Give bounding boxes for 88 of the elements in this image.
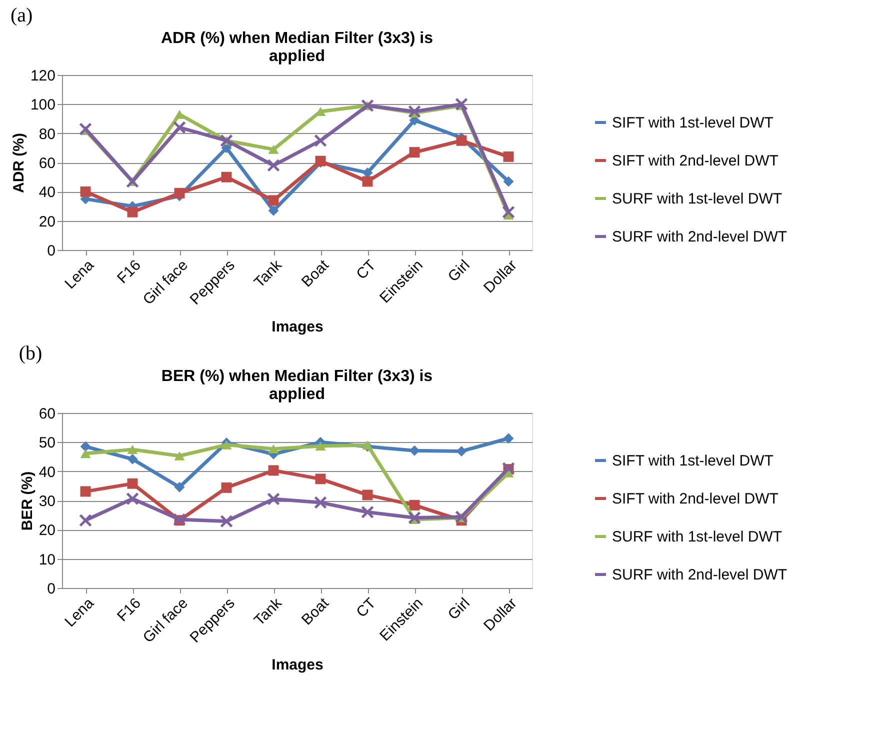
y-tick-label: 50	[38, 434, 56, 452]
point	[408, 511, 421, 524]
legend-label: SURF with 2nd-level DWT	[612, 228, 788, 246]
legend-label: SIFT with 2nd-level DWT	[612, 152, 778, 170]
point	[79, 122, 92, 136]
text: (b)	[18, 342, 42, 364]
point	[127, 478, 138, 489]
point	[79, 514, 92, 527]
point	[502, 206, 515, 219]
point	[221, 172, 232, 182]
point	[80, 441, 91, 452]
legend-label: SURF with 1st-level DWT	[612, 528, 782, 546]
y-tick-label: 60	[38, 406, 56, 422]
y-tick-label: 100	[30, 96, 56, 114]
x-tick-label: Tank	[250, 594, 286, 630]
point	[314, 134, 327, 148]
legend-label: SURF with 2nd-level DWT	[612, 566, 788, 584]
x-axis-title: Images	[272, 318, 324, 336]
point	[362, 167, 373, 178]
point	[80, 186, 91, 197]
point	[220, 514, 233, 528]
y-tick-label: 20	[38, 213, 56, 230]
x-tick-label: CT	[353, 594, 380, 621]
point	[315, 474, 326, 484]
point	[456, 446, 467, 456]
point	[268, 205, 279, 216]
x-axis-title: Images	[272, 656, 324, 674]
x-tick-label: F16	[114, 594, 144, 626]
point	[314, 496, 327, 510]
point	[173, 121, 186, 134]
point	[315, 441, 326, 450]
y-tick-label: 60	[38, 155, 56, 172]
legend-label: SIFT with 1st-level DWT	[612, 452, 774, 470]
point	[174, 110, 185, 119]
point	[173, 512, 186, 526]
point	[267, 158, 280, 172]
point	[502, 462, 515, 475]
chart-title: ADR (%) when Median Filter (3x3) is applied	[160, 30, 434, 65]
point	[503, 151, 514, 162]
point	[409, 147, 420, 158]
legend-label: SIFT with 2nd-level DWT	[612, 490, 778, 508]
y-axis-title: ADR (%)	[10, 133, 28, 193]
point	[409, 500, 420, 510]
point	[268, 444, 279, 454]
point	[174, 482, 185, 492]
text: (a)	[10, 4, 33, 26]
point	[126, 492, 139, 506]
y-tick-label: 120	[30, 68, 56, 84]
point	[362, 490, 373, 500]
x-tick-label: Girl	[444, 256, 474, 286]
point	[80, 486, 91, 497]
point	[456, 135, 467, 146]
y-tick-label: 40	[38, 464, 56, 481]
x-tick-label: F16	[114, 256, 144, 288]
legend-label: SURF with 1st-level DWT	[612, 190, 782, 208]
point	[268, 465, 279, 476]
y-tick-label: 30	[38, 493, 56, 510]
point	[455, 510, 468, 524]
point	[80, 449, 91, 458]
y-tick-label: 0	[47, 242, 56, 260]
point	[127, 444, 138, 454]
point	[221, 440, 232, 450]
point	[362, 176, 373, 187]
point	[127, 454, 138, 464]
point	[409, 445, 420, 456]
point	[174, 188, 185, 198]
x-tick-label: Girl	[444, 594, 474, 624]
x-tick-label: CT	[353, 256, 380, 283]
point	[268, 144, 279, 154]
point	[408, 104, 421, 118]
x-tick-label: Tank	[250, 256, 286, 292]
point	[503, 433, 514, 444]
y-tick-label: 0	[47, 580, 56, 598]
point	[267, 492, 280, 506]
point	[268, 195, 279, 206]
legend-label: SIFT with 1st-level DWT	[612, 114, 774, 132]
chart-title: BER (%) when Median Filter (3x3) is applied	[161, 368, 433, 403]
point	[503, 176, 514, 187]
point	[221, 482, 232, 493]
y-axis-title: BER (%)	[18, 471, 36, 531]
point	[174, 451, 185, 460]
point	[361, 506, 374, 519]
y-tick-label: 10	[38, 551, 56, 568]
y-tick-label: 40	[38, 184, 56, 202]
point	[455, 98, 468, 111]
y-tick-label: 20	[38, 522, 56, 540]
point	[127, 206, 138, 218]
y-tick-label: 80	[38, 126, 56, 143]
